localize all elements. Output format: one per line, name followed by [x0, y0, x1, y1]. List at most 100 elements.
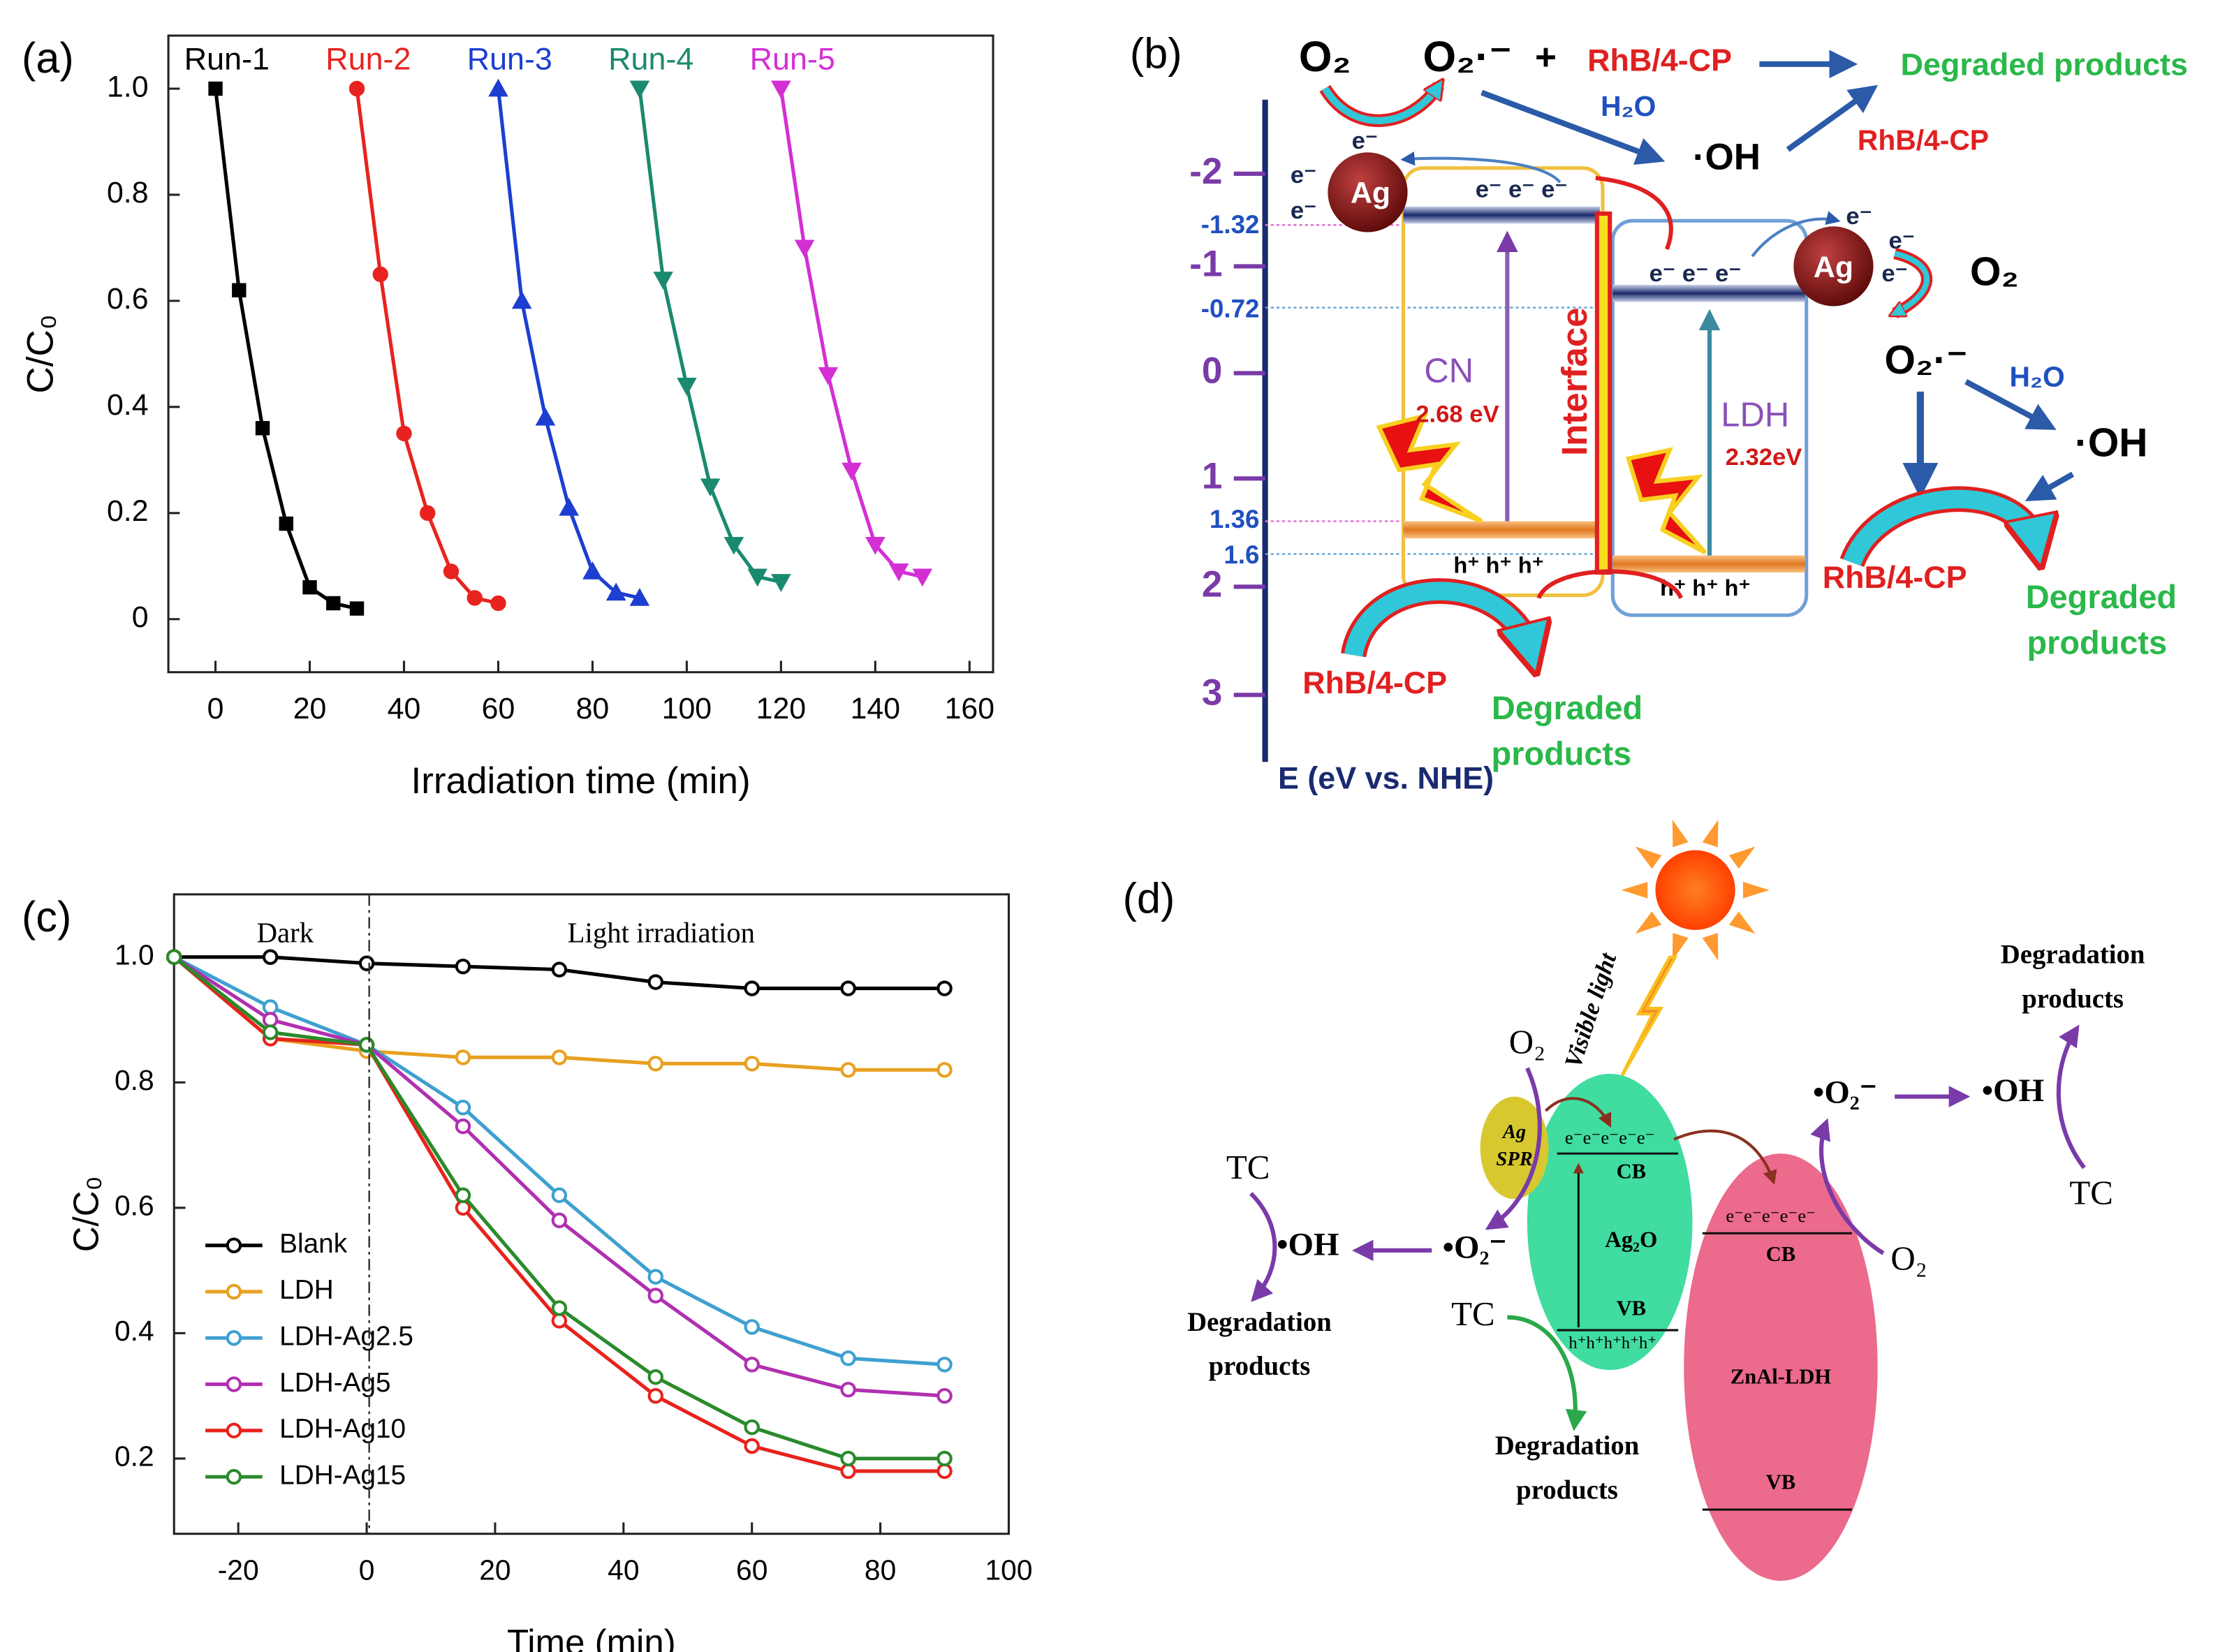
y-axis-label: C/C₀	[66, 1176, 105, 1252]
products: products	[2027, 624, 2167, 661]
data-point	[535, 407, 556, 426]
series-line	[496, 88, 640, 600]
energy-tick-label: 3	[1202, 672, 1223, 713]
legend-label: Blank	[279, 1229, 348, 1259]
data-point	[582, 561, 603, 580]
pollutant: RhB/4-CP	[1587, 43, 1732, 78]
data-point	[936, 980, 953, 996]
data-point	[551, 1049, 568, 1065]
data-point	[747, 568, 767, 587]
species: O₂	[1299, 33, 1351, 80]
band-level-label: -1.32	[1201, 210, 1260, 239]
cb-label: CB	[1766, 1242, 1795, 1266]
energy-tick-label: 2	[1202, 563, 1223, 605]
data-point	[279, 516, 293, 531]
transfer-arrow	[1400, 151, 1561, 184]
y-tick-label: 0	[132, 600, 149, 634]
products: Degradation	[1495, 1431, 1640, 1461]
data-point	[349, 601, 365, 616]
sun	[1621, 819, 1770, 961]
transfer-arrow	[1673, 1129, 1777, 1185]
data-point	[647, 1369, 664, 1385]
data-point	[912, 568, 933, 587]
charts: 0 20 40 60 80 100 120 140 160 0 0.2 0.4 0.6 0.8 1.0 Irr…	[20, 34, 1033, 1652]
transfer-arrow	[1536, 569, 1684, 600]
data-point	[865, 536, 885, 555]
data-point	[551, 1300, 568, 1316]
products: products	[1209, 1351, 1311, 1381]
ldh-label: LDH	[1721, 397, 1789, 434]
water: H₂O	[1601, 90, 1656, 122]
transfer-arrow	[1544, 1097, 1612, 1128]
sun-ray	[1702, 819, 1719, 848]
x-tick-label: 60	[482, 692, 515, 725]
x-tick-label: 80	[865, 1554, 896, 1586]
sun-ray	[1635, 846, 1662, 869]
y-axis-label: C/C₀	[20, 314, 61, 393]
data-point	[888, 563, 909, 582]
panel-label: (d)	[1123, 874, 1175, 922]
reaction-arrow	[1507, 1315, 1587, 1431]
energy-tick-label: 0	[1202, 350, 1223, 391]
series-line	[638, 88, 781, 584]
data-point	[396, 425, 412, 442]
x-axis-label: Irradiation time (min)	[411, 760, 751, 802]
x-tick-label: 100	[985, 1554, 1032, 1586]
x-tick-label: 100	[662, 692, 712, 725]
products: products	[1492, 735, 1632, 772]
cb-label: CB	[1617, 1160, 1646, 1183]
ag2o-label: Ag₂O	[1605, 1227, 1657, 1253]
reaction-arrow	[1964, 379, 2057, 430]
data-point	[647, 1288, 664, 1304]
light-bolt	[1625, 447, 1707, 555]
cn-cb	[1403, 206, 1600, 224]
sun-ray	[1635, 911, 1662, 934]
reaction-arrow	[1786, 84, 1879, 152]
ag-label: Ag	[1351, 177, 1390, 210]
data-point	[840, 1381, 856, 1398]
ldh-label: ZnAl-LDH	[1730, 1364, 1832, 1388]
panel-label: (b)	[1130, 30, 1182, 78]
axis-ticks	[1233, 171, 1265, 698]
species: •OH	[1277, 1227, 1339, 1263]
mechanism-diagram: (d) Visible light Ag SPR e⁻e⁻e⁻e⁻e⁻ CB A…	[1123, 819, 2145, 1581]
interface-label: Interface	[1555, 307, 1594, 456]
y-tick-label: 0.8	[115, 1064, 154, 1096]
energy-tick-label: -1	[1189, 243, 1222, 284]
reaction-arrow	[1810, 1118, 1885, 1255]
ag2o-ellipse	[1527, 1073, 1693, 1371]
water: H₂O	[2009, 360, 2064, 392]
chart: -20 0 20 40 60 80 100 0.2 0.4 0.6 0.8 1.0 Time (min)…	[22, 893, 1033, 1652]
data-point	[744, 980, 760, 996]
data-point	[262, 949, 279, 965]
data-point	[511, 290, 532, 309]
band-gap: 2.68 eV	[1416, 401, 1499, 428]
data-point	[358, 1037, 375, 1053]
legend-label: LDH-Ag5	[279, 1368, 390, 1398]
data-point	[255, 421, 270, 436]
y-tick-label: 1.0	[107, 70, 149, 103]
data-point	[302, 580, 317, 595]
y-tick-label: 0.6	[115, 1190, 154, 1222]
x-tick-label: 20	[479, 1554, 510, 1586]
data-point	[771, 80, 791, 99]
ldh-box	[1610, 219, 1809, 617]
y-tick-label: 1.0	[115, 938, 154, 971]
ag-label: SPR	[1496, 1149, 1532, 1170]
data-point	[262, 1012, 279, 1028]
x-axis-label: Time (min)	[507, 1622, 676, 1652]
data-point	[677, 378, 697, 396]
data-point	[647, 1056, 664, 1072]
data-point	[372, 266, 388, 283]
data-point	[551, 1313, 568, 1329]
y-tick-label: 0.4	[115, 1315, 154, 1347]
data-point	[455, 1187, 471, 1204]
legend-label: Run-5	[750, 41, 835, 77]
electrons: e⁻e⁻e⁻e⁻e⁻	[1565, 1127, 1655, 1148]
legend-label: LDH-Ag10	[279, 1414, 406, 1444]
products: Degraded	[1492, 690, 1643, 726]
transfer-arrow	[1595, 175, 1673, 251]
reaction-arrow	[1249, 1192, 1277, 1302]
data-point	[348, 80, 365, 97]
legend-label: Run-4	[608, 41, 693, 77]
